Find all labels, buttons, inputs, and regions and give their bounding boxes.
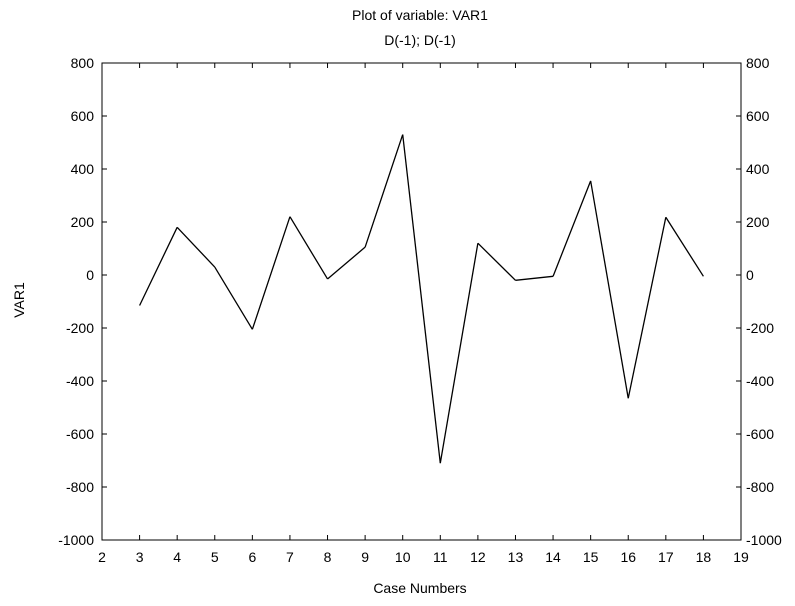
x-tick-label-14: 16 [620, 549, 636, 565]
series-0-segment-9 [477, 242, 516, 281]
x-tick-label-8: 10 [395, 549, 411, 565]
y-tick-label-right-5: 0 [746, 267, 754, 283]
series-0-segment-6 [364, 134, 404, 248]
x-tick-label-0: 2 [98, 549, 106, 565]
chart-subtitle: D(-1); D(-1) [384, 32, 456, 48]
series-0-segment-3 [251, 216, 291, 330]
x-tick-label-1: 3 [136, 549, 144, 565]
x-tick-label-16: 18 [696, 549, 712, 565]
series-0-segment-5 [327, 246, 366, 280]
y-tick-label-left-7: 400 [71, 161, 95, 177]
series-0-segment-4 [289, 216, 329, 280]
series-0-segment-13 [627, 217, 667, 399]
chart-title: Plot of variable: VAR1 [352, 7, 488, 23]
y-tick-label-left-8: 600 [71, 108, 95, 124]
y-tick-label-right-0: -1000 [746, 532, 782, 548]
plot-frame [101, 62, 742, 541]
y-tick-label-right-4: -200 [746, 320, 774, 336]
y-tick-label-right-7: 400 [746, 161, 770, 177]
x-tick-label-12: 14 [545, 549, 561, 565]
series-0-segment-8 [439, 243, 479, 464]
x-axis-label: Case Numbers [373, 580, 466, 596]
y-tick-label-left-0: -1000 [58, 532, 94, 548]
series-0-segment-10 [515, 275, 554, 281]
y-tick-label-right-1: -800 [746, 479, 774, 495]
series-0-segment-11 [552, 180, 592, 277]
y-axis-label: VAR1 [11, 282, 27, 318]
x-tick-label-17: 19 [733, 549, 749, 565]
x-tick-label-2: 4 [173, 549, 181, 565]
x-tick-label-11: 13 [508, 549, 524, 565]
y-tick-label-right-2: -600 [746, 426, 774, 442]
x-tick-label-9: 11 [433, 549, 448, 565]
series-0-segment-2 [214, 266, 253, 330]
y-tick-label-left-2: -600 [66, 426, 94, 442]
x-tick-label-5: 7 [286, 549, 294, 565]
y-tick-label-left-6: 200 [71, 214, 95, 230]
y-tick-label-left-9: 800 [71, 55, 95, 71]
series-0-segment-0 [139, 227, 178, 306]
x-tick-label-10: 12 [470, 549, 486, 565]
y-tick-label-right-9: 800 [746, 55, 770, 71]
y-tick-label-right-8: 600 [746, 108, 770, 124]
series-0-segment-7 [402, 134, 441, 464]
series-0-segment-12 [590, 180, 629, 399]
y-tick-label-left-1: -800 [66, 479, 94, 495]
x-tick-label-7: 9 [361, 549, 369, 565]
x-tick-label-6: 8 [324, 549, 332, 565]
y-tick-label-left-4: -200 [66, 320, 94, 336]
x-tick-label-15: 17 [658, 549, 674, 565]
y-tick-label-left-3: -400 [66, 373, 94, 389]
y-tick-label-right-6: 200 [746, 214, 770, 230]
x-tick-label-3: 5 [211, 549, 219, 565]
y-tick-label-right-3: -400 [746, 373, 774, 389]
y-tick-label-left-5: 0 [86, 267, 94, 283]
x-tick-label-13: 15 [583, 549, 599, 565]
series-0-segment-14 [665, 216, 704, 277]
series-0-segment-1 [176, 226, 216, 268]
x-tick-label-4: 6 [248, 549, 256, 565]
